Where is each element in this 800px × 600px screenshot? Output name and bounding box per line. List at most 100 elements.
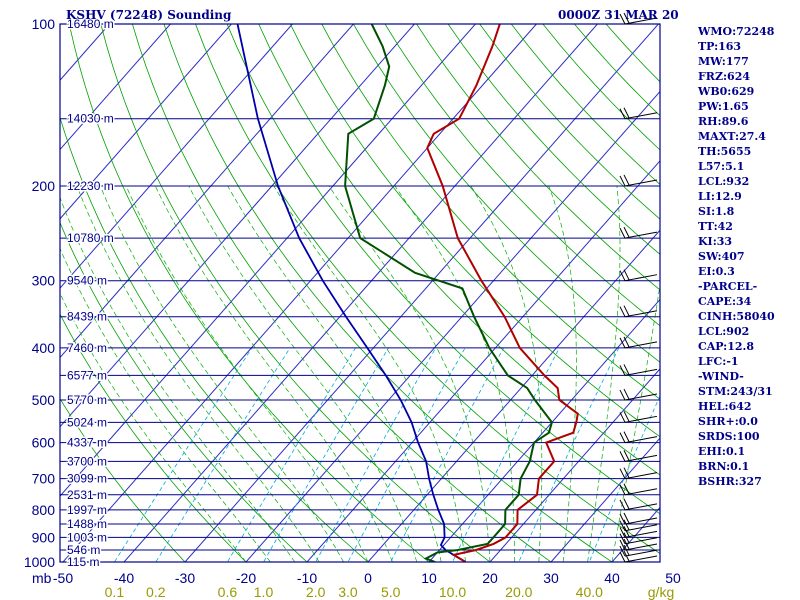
wind-barb-staff [624, 543, 658, 551]
wind-barb-flag [619, 499, 626, 511]
wind-barb-flag [623, 388, 630, 400]
height-label: 5024 m [67, 415, 107, 429]
wind-barb-staff [624, 17, 658, 25]
wind-barb-flag [619, 527, 626, 538]
parcel-trace [236, 24, 467, 562]
dry-adiabat [226, 24, 660, 515]
stat-item: CAP:12.8 [698, 340, 755, 353]
mixing-ratio-line [155, 347, 291, 562]
pressure-label: 700 [32, 471, 56, 487]
mixing-ratio-line [113, 347, 253, 562]
isotherm-line [60, 24, 293, 289]
dry-adiabat [60, 221, 308, 562]
stat-item: SRDS:100 [698, 430, 760, 443]
wind-barb-flag [623, 107, 630, 118]
wind-barb [619, 107, 658, 120]
isotherm-line [184, 24, 659, 562]
mixing-ratio-label: 1.0 [254, 584, 274, 600]
wind-barb-flag [619, 227, 626, 239]
dry-adiabat [353, 24, 660, 363]
wind-barb [619, 483, 658, 496]
pressure-label: 800 [32, 502, 56, 518]
moist-adiabat [611, 282, 660, 562]
mixing-ratio-line [226, 347, 356, 562]
wind-barb-staff [624, 472, 658, 480]
wind-barb-flag [619, 389, 626, 401]
wind-barb [619, 512, 658, 525]
mixing-ratio-line [588, 394, 660, 562]
wind-barb-staff [624, 436, 658, 444]
wind-barb [619, 467, 658, 480]
plot-frame [59, 23, 661, 563]
wind-barb-staff [624, 310, 658, 318]
dry-adiabat [100, 24, 491, 562]
wind-barb-flag [619, 365, 626, 376]
temperature-label: -10 [297, 570, 317, 586]
temperature-label: 0 [364, 570, 372, 586]
stat-item: -WIND- [698, 370, 744, 383]
pressure-label: 1000 [24, 554, 55, 570]
stat-item: BSHR:327 [698, 475, 762, 488]
pressure-label: 300 [32, 273, 56, 289]
height-label: 1003 m [67, 530, 107, 544]
wind-barb-flag [623, 512, 630, 524]
stat-item: L57:5.1 [698, 160, 745, 173]
stat-item: RH:89.6 [698, 115, 749, 128]
temperature-label: -50 [53, 570, 73, 586]
isotherm-line [306, 160, 660, 562]
wind-barb-flag [623, 269, 630, 280]
moist-adiabat [587, 185, 621, 562]
pressure-label: 900 [32, 529, 56, 545]
mixing-ratio-label: 20.0 [505, 584, 532, 600]
wind-barb-flag [619, 539, 626, 551]
height-label: 1997 m [67, 503, 107, 517]
mixing-ratio-label: 0.1 [105, 584, 125, 600]
temperature-label: -20 [236, 570, 256, 586]
wind-barb-staff [624, 179, 658, 187]
wind-barb-flag [619, 306, 626, 317]
wind-barb-flag [619, 545, 626, 557]
moist-adiabat [60, 196, 296, 562]
dry-adiabat [68, 24, 430, 562]
pressure-label: 200 [32, 178, 56, 194]
wind-barb [619, 411, 658, 423]
dry-adiabat [289, 24, 660, 438]
moist-adiabat [60, 247, 271, 562]
height-label: 4337 m [67, 436, 107, 450]
wind-barb-flag [623, 450, 630, 461]
wind-barb-flag [623, 483, 630, 495]
isotherm-line [123, 24, 598, 562]
temperature-label: -40 [114, 570, 134, 586]
wind-barb-flag [623, 305, 630, 316]
wind-barb-staff [624, 274, 658, 282]
wind-barb-staff [624, 530, 658, 538]
mixing-ratio-line [263, 347, 389, 562]
wind-barb [619, 364, 658, 376]
stat-item: TH:5655 [698, 145, 752, 158]
dry-adiabat [195, 24, 660, 554]
temperature-label: 40 [604, 570, 620, 586]
stat-item: CAPE:34 [698, 295, 752, 308]
mixing-ratio-line [390, 347, 505, 562]
dry-adiabat [60, 397, 186, 562]
wind-barb-flag [619, 520, 626, 532]
wind-barb-staff [624, 549, 658, 557]
wind-barb-staff [624, 517, 658, 525]
wind-barb-flag [623, 411, 630, 422]
wind-barb-flag [623, 336, 630, 348]
stat-item: EI:0.3 [698, 265, 735, 278]
height-label: 2531 m [67, 488, 107, 502]
wind-barb [619, 226, 658, 239]
stat-item: WB0:629 [698, 85, 755, 98]
pressure-label: 600 [32, 435, 56, 451]
isotherm-line [60, 24, 476, 497]
mixing-ratio-label: 10.0 [439, 584, 466, 600]
moist-adiabat [125, 185, 369, 562]
wind-barb [619, 12, 658, 25]
isotherm-line [60, 24, 232, 220]
grid-group [60, 24, 660, 562]
stat-item: WMO:72248 [698, 25, 775, 38]
station-title: KSHV (72248) Sounding [66, 8, 232, 22]
